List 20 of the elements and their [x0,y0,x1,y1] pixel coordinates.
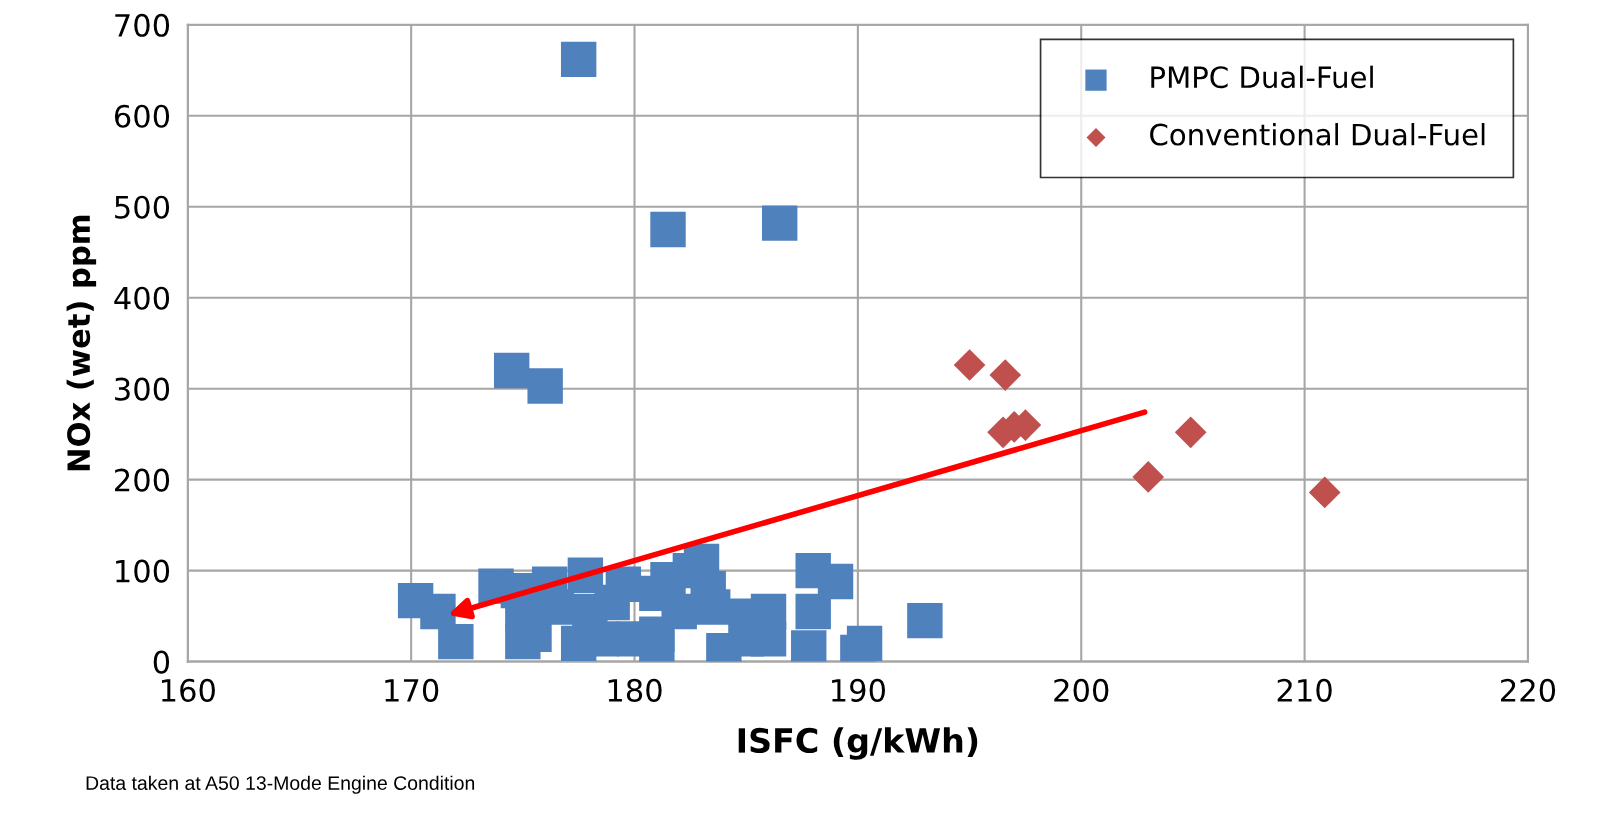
y-tick-label: 100 [116,559,170,583]
y-tick-label: 500 [115,195,170,219]
x-tick-label: 160 [161,678,215,702]
y-tick-label: 700 [115,13,170,37]
y-axis-title: NOx (wet) ppm [66,215,97,471]
text: Data taken at A50 13-Mode Engine Condition [86,775,475,794]
x-tick-label: 220 [1501,678,1556,702]
y-tick-label: 200 [115,468,170,492]
y-tick-label: 300 [115,377,170,401]
x-tick-label: 170 [385,678,439,702]
y-tick-label: 600 [114,104,170,128]
legend-label: PMPC Dual-Fuel [1151,65,1373,89]
y-tick-label: 400 [114,286,170,310]
x-tick-label: 200 [1054,678,1109,702]
y-tick-label: 0 [153,650,170,674]
legend-label: Conventional Dual-Fuel [1150,123,1485,146]
x-axis-title: ISFC (g/kWh) [738,727,978,760]
x-tick-label: 190 [832,678,885,702]
x-tick-label: 210 [1277,678,1332,702]
x-tick-label: 180 [608,678,662,702]
